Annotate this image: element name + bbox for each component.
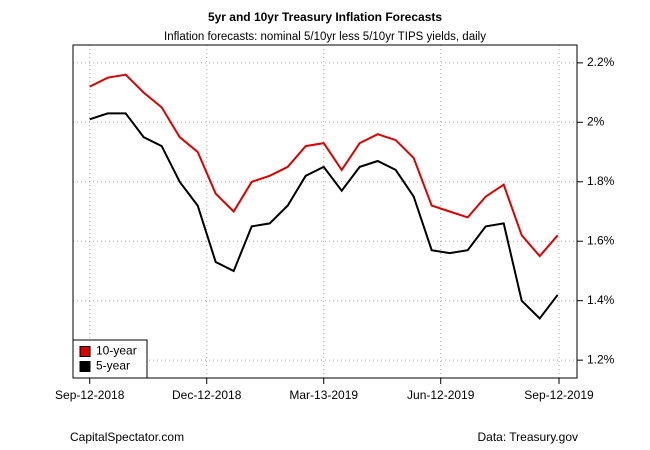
- x-tick-label: Sep-12-2018: [55, 388, 125, 402]
- y-tick-label: 1.2%: [587, 352, 615, 366]
- chart-title: 5yr and 10yr Treasury Inflation Forecast…: [208, 10, 442, 24]
- x-tick-label: Sep-12-2019: [524, 388, 594, 402]
- legend-swatch: [79, 346, 91, 357]
- y-tick-label: 2.2%: [587, 55, 615, 69]
- x-tick-label: Mar-13-2019: [289, 388, 358, 402]
- legend-swatch: [79, 361, 91, 372]
- y-tick-label: 1.6%: [587, 233, 615, 247]
- y-tick-label: 2%: [587, 114, 605, 128]
- chart-subtitle: Inflation forecasts: nominal 5/10yr less…: [164, 31, 486, 43]
- y-tick-label: 1.8%: [587, 174, 615, 188]
- source-left: CapitalSpectator.com: [70, 430, 184, 444]
- series-line: [89, 73, 559, 258]
- series-line: [89, 112, 559, 321]
- x-tick-label: Dec-12-2018: [172, 388, 242, 402]
- source-right: Data: Treasury.gov: [478, 430, 579, 444]
- legend-label: 10-year: [96, 344, 137, 358]
- y-tick-label: 1.4%: [587, 293, 615, 307]
- x-tick-label: Jun-12-2019: [407, 388, 475, 402]
- plot-frame: [72, 44, 578, 379]
- legend-label: 5-year: [96, 359, 130, 373]
